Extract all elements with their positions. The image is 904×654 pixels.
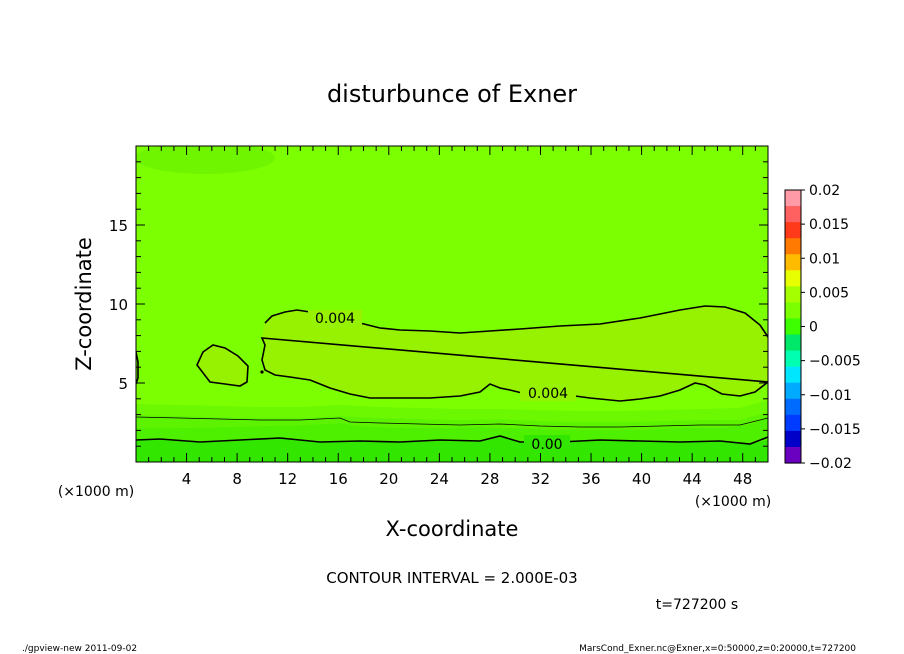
field-region-positive-left (197, 345, 248, 386)
y-tick-label: 5 (118, 375, 128, 393)
x-tick-label: 48 (733, 470, 752, 488)
x-axis-title: X-coordinate (386, 517, 519, 541)
colorbar-tick-label: −0.015 (809, 422, 861, 438)
footer-left: ./gpview-new 2011-09-02 (22, 644, 137, 654)
colorbar-tick-label: 0.02 (809, 183, 840, 199)
colorbar-tick-label: 0.015 (809, 217, 849, 233)
colorbar-swatch (785, 382, 801, 400)
contour-line-0-004-left (196, 344, 249, 387)
contour-dot (260, 370, 264, 374)
x-tick-label: 32 (531, 470, 550, 488)
colorbar-swatch (785, 398, 801, 416)
contour-interval-text: CONTOUR INTERVAL = 2.000E-03 (326, 569, 577, 587)
colorbar-swatch (785, 302, 801, 320)
colorbar-swatch (785, 286, 801, 304)
contour-label-2: 0.004 (528, 386, 568, 402)
contour-labels: 0.004 0.004 0.00 (308, 310, 576, 453)
x-tick-label: 4 (182, 470, 192, 488)
x-tick-label: 40 (632, 470, 651, 488)
contour-line-0-004-main (260, 305, 768, 402)
x-tick-label: 20 (379, 470, 398, 488)
time-text: t=727200 s (656, 597, 738, 613)
x-unit-label: (×1000 m) (695, 494, 771, 510)
x-tick-label: 44 (683, 470, 702, 488)
colorbar-tick-label: −0.005 (809, 354, 861, 370)
field-region-surface-upper (136, 412, 768, 430)
colorbar-swatch (785, 334, 801, 352)
x-tick-label: 28 (480, 470, 499, 488)
y-tick-label: 10 (109, 296, 128, 314)
field-region-surface (136, 418, 768, 444)
contour-label-1: 0.004 (315, 311, 355, 327)
colorbar-tick-label: 0.01 (809, 251, 840, 267)
colorbar-swatch (785, 350, 801, 368)
x-tick-label: 12 (278, 470, 297, 488)
y-unit-label: (×1000 m) (58, 484, 134, 500)
contour-line-edge-left (136, 351, 139, 385)
colorbar-swatch (785, 270, 801, 287)
colorbar: 0.02 0.015 0.01 0.005 0 −0.005 −0.01 −0.015 −0.0… (784, 183, 861, 472)
field-top-patch (136, 146, 275, 174)
colorbar-tick-label: 0.005 (809, 285, 849, 301)
colorbar-swatch (785, 366, 801, 384)
contour-line-mid (136, 416, 768, 428)
x-tick-label: 8 (232, 470, 242, 488)
x-tick-label: 24 (430, 470, 449, 488)
contour-line-0-00 (136, 435, 768, 445)
colorbar-swatch (785, 206, 801, 223)
chart-title: disturbunce of Exner (327, 80, 577, 108)
field-region-surface-low (136, 436, 768, 462)
colorbar-tick-label: −0.02 (809, 456, 852, 472)
x-axis: 4 8 12 16 20 24 28 32 36 40 44 48 (148, 146, 756, 488)
colorbar-tick-label: −0.01 (809, 388, 852, 404)
y-axis-title: Z-coordinate (72, 237, 96, 371)
x-tick-label: 16 (329, 470, 348, 488)
field-region-positive-main (262, 306, 768, 401)
colorbar-swatch (785, 446, 801, 464)
colorbar-swatch (785, 430, 801, 448)
plot-area: 0.004 0.004 0.00 (136, 146, 768, 462)
colorbar-swatch (785, 190, 801, 207)
footer-right: MarsCond_Exner.nc@Exner,x=0:50000,z=0:20… (579, 644, 856, 654)
colorbar-swatch (785, 414, 801, 432)
colorbar-swatch (785, 254, 801, 271)
y-tick-label: 15 (109, 217, 128, 235)
y-axis: 5 10 15 (109, 161, 768, 447)
x-tick-label: 36 (581, 470, 600, 488)
contour-label-3: 0.00 (531, 437, 562, 453)
colorbar-swatch (785, 238, 801, 255)
field-region-surface-top (136, 400, 768, 422)
colorbar-swatch (785, 222, 801, 239)
colorbar-tick-label: 0 (809, 320, 818, 336)
colorbar-swatch (785, 318, 801, 336)
